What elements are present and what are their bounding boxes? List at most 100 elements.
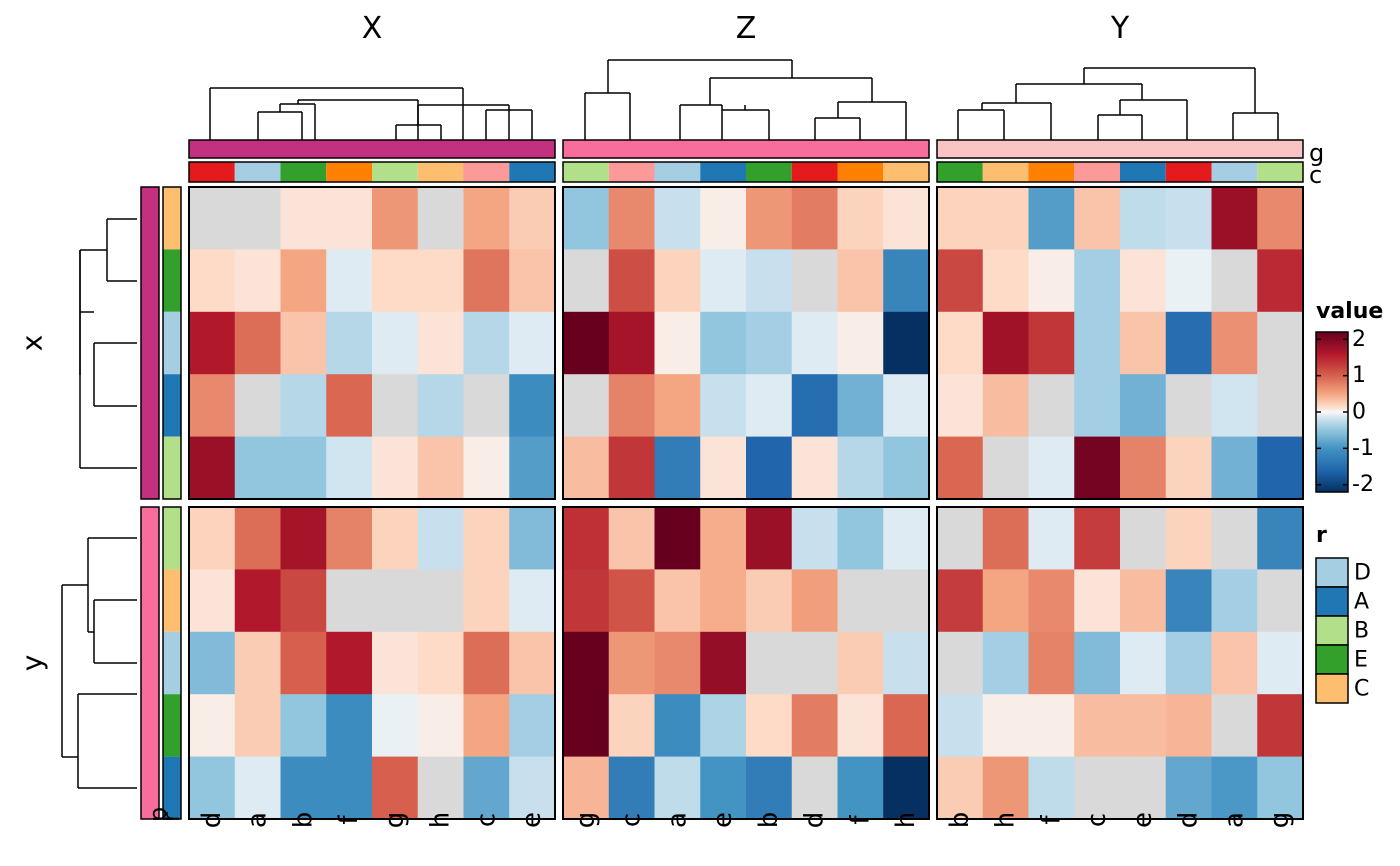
column-label: e [1128,812,1158,828]
heatmap-cell [837,249,884,313]
c-annotation-cell [791,162,838,182]
heatmap-cell [654,694,701,757]
heatmap-cell [982,436,1029,500]
heatmap-cell [883,436,930,500]
heatmap-cell [1257,569,1304,633]
heatmap-cell [1120,569,1167,633]
heatmap-cell [372,311,419,375]
heatmap-cell [982,249,1029,313]
heatmap-cell [982,694,1029,757]
heatmap-cell [417,249,464,313]
heatmap-cell [1165,187,1212,250]
heatmap-cell [1120,694,1167,757]
heatmap-cell [654,507,701,570]
heatmap-cell [608,436,655,500]
r-annotation-cell [163,436,181,499]
c-annotation-cell [937,162,983,182]
heatmap-cell [509,507,556,570]
heatmap-cell [791,756,838,820]
heatmap-cell [563,569,610,633]
heatmap-cell [746,187,793,250]
heatmap-cell [654,249,701,313]
heatmap-cell [1074,311,1121,375]
heatmap-cell [563,694,610,757]
heatmap-cell [982,187,1029,250]
heatmap-cell [1165,436,1212,500]
value-legend-tick-label: 1 [1352,363,1366,388]
heatmap-cell [746,694,793,757]
heatmap-cell [1257,249,1304,313]
column-label: e [517,812,547,828]
heatmap-cell [791,507,838,570]
heatmap-cell [608,569,655,633]
heatmap-cell [280,569,327,633]
heatmap-cell [1028,631,1075,695]
heatmap-cell [563,311,610,375]
heatmap-cell [280,187,327,250]
heatmap-cell [791,631,838,695]
c-annotation-cell [883,162,929,182]
heatmap-cell [509,694,556,757]
c-annotation-cell [1120,162,1166,182]
c-annotation-cell [189,162,235,182]
column-label: f [1036,815,1066,825]
heatmap-cell [746,436,793,500]
heatmap-cell [837,507,884,570]
heatmap-cell [372,631,419,695]
r-annotation-cell [163,507,181,570]
r-annotation-cell [163,311,181,375]
heatmap-cell [937,249,984,313]
column-label: d [1174,812,1204,829]
heatmap-cell [509,374,556,437]
column-label: a [662,812,692,828]
heatmap-cell [1028,249,1075,313]
heatmap-cell [982,756,1029,820]
heatmap-cell [608,249,655,313]
heatmap-cell [791,249,838,313]
heatmap-cell [509,311,556,375]
heatmap-cell [837,187,884,250]
heatmap-cell [1120,311,1167,375]
r-annotation-cell [163,374,181,437]
heatmap-cell [463,694,510,757]
heatmap-cell [1120,187,1167,250]
heatmap-cell [700,187,747,250]
heatmap-cell [1165,249,1212,313]
heatmap-cell [234,507,281,570]
heatmap-cell [883,569,930,633]
heatmap-cell [189,436,236,500]
column-label: a [243,812,273,828]
heatmap-cell [372,249,419,313]
heatmap-cell [509,756,556,820]
r-annotation-cell [163,187,181,250]
heatmap-cell [791,187,838,250]
heatmap-cell [189,374,236,437]
c-annotation-border [188,161,556,183]
c-annotation-cell [608,162,655,182]
heatmap-cell [234,249,281,313]
heatmap-cell [509,436,556,500]
heatmap-cell [326,631,373,695]
value-legend-tick-label: -1 [1352,436,1374,461]
heatmap-cell [1257,507,1304,570]
heatmap-cell [372,436,419,500]
heatmap-cell [563,249,610,313]
heatmap-cell [463,187,510,250]
heatmap-cell [417,311,464,375]
heatmap-cell [1120,756,1167,820]
heatmap-cell [937,436,984,500]
column-label: a [1219,812,1249,828]
row-dendrograms [61,218,137,789]
heatmap-cell [982,311,1029,375]
heatmap-cell [234,631,281,695]
heatmap-cell [883,311,930,375]
column-label: h [426,812,456,828]
heatmap-cell [1074,374,1121,437]
value-legend-tick-label: 0 [1352,400,1366,425]
heatmap-cell [234,374,281,437]
heatmap-cell [280,631,327,695]
heatmap-cell [746,374,793,437]
heatmap-cell [417,374,464,437]
heatmap-cell [654,436,701,500]
